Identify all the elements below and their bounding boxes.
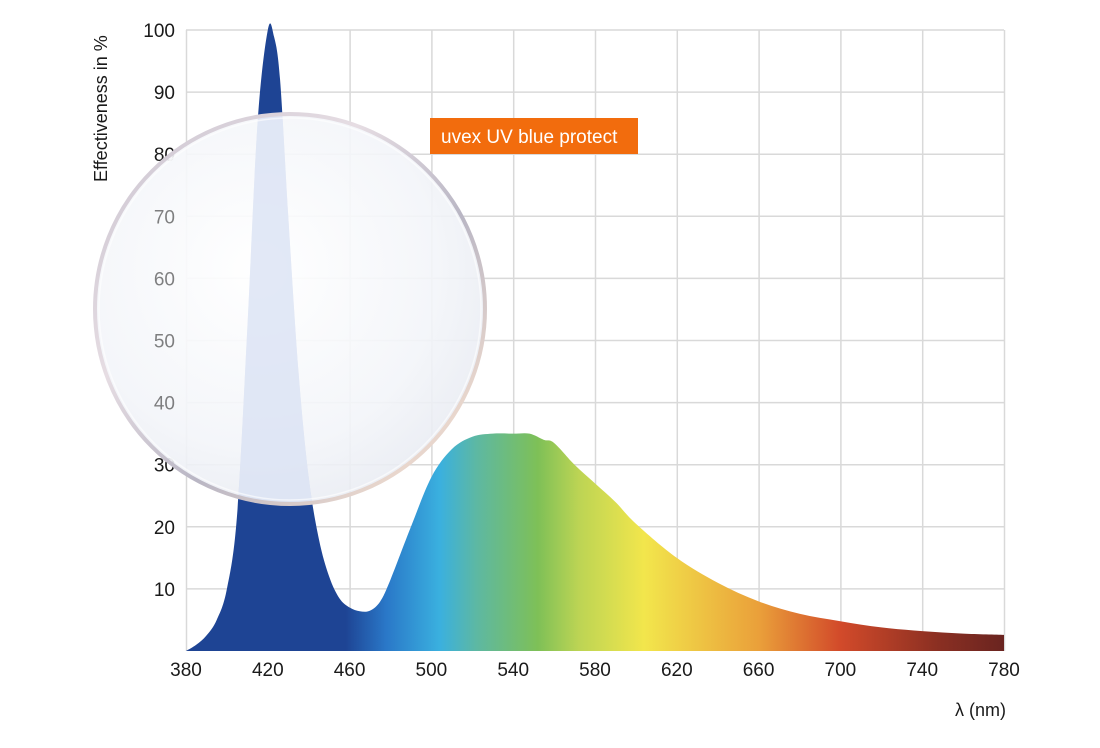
y-tick-label: 20	[154, 518, 175, 539]
x-tick-label: 620	[661, 660, 693, 681]
lens-icon	[93, 112, 487, 506]
x-tick-label: 740	[906, 660, 938, 681]
y-tick-label: 10	[154, 580, 175, 601]
x-axis-label: λ (nm)	[955, 700, 1006, 720]
y-tick-label: 100	[143, 21, 175, 42]
y-tick-label: 40	[154, 394, 175, 415]
x-tick-label: 460	[334, 660, 366, 681]
y-tick-label: 50	[154, 332, 175, 353]
y-axis-label: Effectiveness in %	[91, 35, 111, 182]
x-tick-label: 540	[497, 660, 529, 681]
x-tick-label: 700	[825, 660, 857, 681]
x-tick-label: 660	[743, 660, 775, 681]
x-tick-label: 580	[579, 660, 611, 681]
x-tick-label: 500	[416, 660, 448, 681]
y-tick-label: 70	[154, 207, 175, 228]
y-tick-label: 60	[154, 269, 175, 290]
x-tick-labels: 380 420 460 500 540 580 620 660 700 740 780	[170, 660, 1020, 681]
annotation-text: uvex UV blue protect	[441, 127, 618, 148]
spectrum-area	[186, 23, 1004, 651]
y-tick-labels-over-lens: 40 50 60 70	[154, 207, 175, 414]
x-tick-label: 380	[170, 660, 202, 681]
annotation-badge: uvex UV blue protect	[430, 118, 638, 154]
spectrum-series	[186, 23, 1004, 651]
y-tick-label: 90	[154, 83, 175, 104]
x-tick-label: 420	[252, 660, 284, 681]
x-tick-label: 780	[988, 660, 1020, 681]
